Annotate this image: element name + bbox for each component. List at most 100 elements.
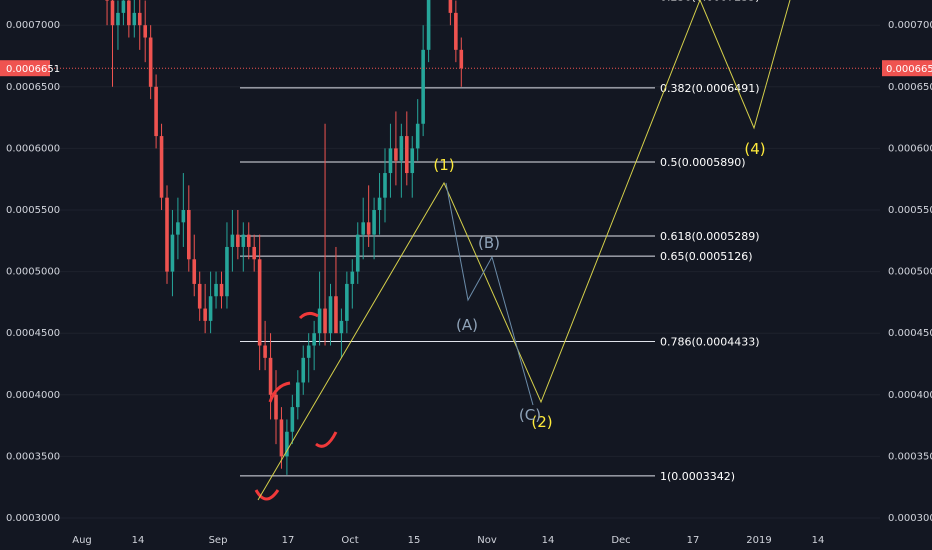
y-tick-label-right[interactable]: 0.0003500 xyxy=(888,451,932,462)
wave-label[interactable]: (A) xyxy=(456,316,478,334)
candle-body xyxy=(296,382,300,408)
x-tick-label[interactable]: 17 xyxy=(687,535,700,546)
wave-label[interactable]: (2) xyxy=(531,413,552,431)
fib-label-0-236: 0.236(0.0007235) xyxy=(660,0,760,3)
candle-body xyxy=(263,345,267,358)
candle-body xyxy=(312,333,316,346)
current-price-label-right[interactable]: 0.0006651 xyxy=(886,64,932,75)
candle-body xyxy=(415,123,420,149)
current-price-tag-left xyxy=(0,60,50,77)
candle-body xyxy=(394,148,398,161)
candle-body xyxy=(192,259,197,284)
x-tick-label[interactable]: Sep xyxy=(209,535,228,546)
grid-lines xyxy=(50,24,880,519)
fib-retracement[interactable]: 0(0.0008438)0.236(0.0007235)0.382(0.0006… xyxy=(240,0,760,483)
y-tick-label-right[interactable]: 0.0007000 xyxy=(888,20,932,31)
candle-body xyxy=(127,0,131,26)
candle-body xyxy=(159,136,164,198)
candle-body xyxy=(301,357,306,383)
y-tick-label-left: 0.0006500 xyxy=(6,82,60,93)
candle-body xyxy=(328,296,333,334)
candle-body xyxy=(285,431,289,457)
x-tick-label[interactable]: Nov xyxy=(477,535,497,546)
y-tick-label-right[interactable]: 0.0006500 xyxy=(888,82,932,93)
candle-body xyxy=(454,12,458,50)
shoulder-arc-left[interactable] xyxy=(268,381,291,403)
y-tick-label-left: 0.0003000 xyxy=(6,513,60,524)
right-price-axis[interactable]: 0.0003000 0.0003500 0.0004000 0.0004500 0.00… xyxy=(888,0,932,524)
candle-body xyxy=(334,296,338,334)
time-axis[interactable]: Aug 14 Sep 17 Oct 15 Nov 14 Dec 17 2019 14 xyxy=(72,535,824,546)
candle-body xyxy=(345,283,349,321)
candle-body xyxy=(148,37,153,87)
candle-body xyxy=(143,25,147,38)
candle-body xyxy=(279,419,284,457)
candle-body xyxy=(339,320,344,334)
candle-body xyxy=(110,0,115,26)
candle-body xyxy=(241,234,246,247)
candle-body xyxy=(290,407,295,432)
y-tick-label-right[interactable]: 0.0004500 xyxy=(888,328,932,339)
bottom-arc-marker[interactable] xyxy=(254,489,280,501)
shoulder-arc-right[interactable] xyxy=(315,431,338,448)
candle-body xyxy=(132,12,137,26)
x-tick-label[interactable]: 14 xyxy=(812,535,825,546)
candle-body xyxy=(388,148,393,174)
wave-drawings[interactable]: 0.0006651 0.0006651 (1) (2) (4) (A) (B) (C) xyxy=(0,0,932,501)
candle-body xyxy=(230,234,235,247)
wave-projection-path[interactable] xyxy=(257,0,791,501)
wave-label[interactable]: (1) xyxy=(433,156,454,174)
candle-body xyxy=(236,234,240,247)
candle-body xyxy=(208,296,213,321)
y-tick-label-right[interactable]: 0.0004000 xyxy=(888,390,932,401)
current-price-tag-right[interactable] xyxy=(882,60,932,77)
candle-body xyxy=(448,0,453,13)
x-tick-label[interactable]: 2019 xyxy=(746,535,771,546)
candle-body xyxy=(317,308,322,334)
candle-body xyxy=(154,86,158,137)
x-tick-label[interactable]: 15 xyxy=(408,535,421,546)
candle-body xyxy=(187,210,191,260)
x-tick-label[interactable]: 14 xyxy=(132,535,145,546)
candle-body xyxy=(105,0,109,1)
abc-correction-path[interactable] xyxy=(445,182,534,406)
shoulder-arc-top[interactable] xyxy=(298,311,319,320)
x-tick-label[interactable]: 17 xyxy=(282,535,295,546)
candle-body xyxy=(361,222,365,235)
candle-body xyxy=(203,308,207,321)
y-tick-label-right[interactable]: 0.0005500 xyxy=(888,205,932,216)
candle-body xyxy=(323,308,327,334)
y-tick-label-right[interactable]: 0.0003000 xyxy=(888,513,932,524)
y-tick-label-left: 0.0004000 xyxy=(6,390,60,401)
candle-body xyxy=(137,12,142,26)
fib-label-0-618: 0.618(0.0005289) xyxy=(660,230,760,243)
candle-body xyxy=(421,49,425,124)
wave-label[interactable]: (B) xyxy=(478,234,500,252)
x-tick-label[interactable]: 14 xyxy=(542,535,555,546)
candle-body xyxy=(306,345,311,358)
x-tick-label[interactable]: Aug xyxy=(72,535,92,546)
candle-body xyxy=(181,210,186,223)
y-tick-label-left: 0.0005500 xyxy=(6,205,60,216)
x-tick-label[interactable]: Dec xyxy=(611,535,630,546)
candle-body xyxy=(214,283,218,297)
y-tick-label-left: 0.0004500 xyxy=(6,328,60,339)
candle-body xyxy=(399,136,404,161)
left-price-axis: 0.0003000 0.0003500 0.0004000 0.0004500 0.00… xyxy=(6,20,60,524)
candle-body xyxy=(410,148,415,174)
y-tick-label-left: 0.0007000 xyxy=(6,20,60,31)
y-tick-label-right[interactable]: 0.0006000 xyxy=(888,143,932,154)
x-tick-label[interactable]: Oct xyxy=(341,535,358,546)
candle-body xyxy=(459,49,464,69)
candle-body xyxy=(405,136,409,174)
wave-label[interactable]: (4) xyxy=(744,140,765,158)
wave-label[interactable]: (C) xyxy=(519,406,541,424)
y-tick-label-left: 0.0005000 xyxy=(6,267,60,278)
y-tick-label-right[interactable]: 0.0005000 xyxy=(888,267,932,278)
candle-body xyxy=(350,271,355,284)
fib-label-0-786: 0.786(0.0004433) xyxy=(660,335,760,348)
candle-body xyxy=(225,246,229,297)
candle-body xyxy=(170,234,175,272)
candle-body xyxy=(116,12,120,26)
